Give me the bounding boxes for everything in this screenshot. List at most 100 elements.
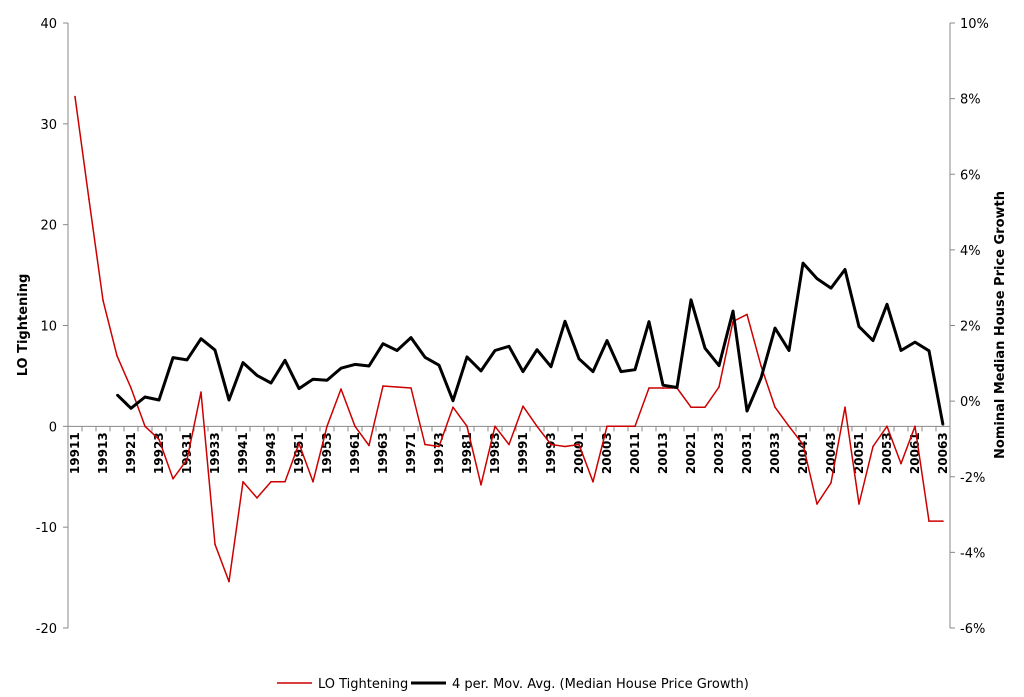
data-point-lo-tightening: [410, 387, 412, 389]
data-point-lo-tightening: [340, 388, 342, 390]
category-tick-label: 19943: [264, 432, 278, 474]
category-tick-label: 19913: [96, 432, 110, 474]
data-point-lo-tightening: [564, 445, 566, 448]
data-point-moving-average: [872, 339, 874, 342]
data-point-moving-average: [648, 320, 650, 323]
data-point-lo-tightening: [438, 445, 440, 448]
data-point-moving-average: [270, 382, 272, 384]
data-point-moving-average: [242, 361, 244, 364]
data-point-lo-tightening: [592, 480, 594, 483]
data-point-moving-average: [690, 298, 692, 301]
data-point-moving-average: [788, 349, 790, 352]
data-point-moving-average: [214, 349, 216, 351]
data-point-lo-tightening: [312, 480, 314, 483]
category-tick-label: 19981: [460, 432, 474, 474]
data-point-lo-tightening: [914, 425, 916, 428]
data-point-moving-average: [592, 370, 594, 373]
data-point-moving-average: [172, 356, 174, 359]
data-point-lo-tightening: [424, 443, 426, 446]
category-tick-label: 20011: [628, 432, 642, 474]
data-point-lo-tightening: [522, 405, 524, 407]
data-point-lo-tightening: [606, 425, 608, 428]
data-point-lo-tightening: [900, 462, 902, 465]
data-point-lo-tightening: [620, 425, 622, 428]
data-point-moving-average: [732, 310, 734, 312]
data-point-moving-average: [228, 399, 230, 401]
data-point-lo-tightening: [396, 386, 398, 388]
data-point-lo-tightening: [494, 425, 496, 428]
data-point-moving-average: [354, 363, 356, 366]
data-point-moving-average: [662, 384, 664, 387]
data-point-moving-average: [312, 378, 314, 380]
data-point-lo-tightening: [788, 425, 790, 428]
category-tick-label: 19941: [236, 432, 250, 474]
data-point-moving-average: [256, 374, 258, 377]
category-tick-label: 19983: [488, 432, 502, 474]
category-tick-label: 19973: [432, 432, 446, 474]
category-tick-label: 20063: [936, 432, 950, 474]
data-point-moving-average: [396, 349, 398, 352]
data-point-lo-tightening: [270, 480, 272, 483]
data-point-lo-tightening: [368, 444, 370, 447]
right-tick-label: 2%: [960, 320, 981, 335]
category-tick-label: 20003: [600, 432, 614, 474]
right-tick-label: 10%: [960, 17, 989, 32]
category-tick-label: 19923: [152, 432, 166, 474]
legend-label-lo-tightening: LO Tightening: [318, 677, 408, 692]
right-axis-title: Nominal Median House Price Growth: [993, 191, 1008, 459]
data-point-lo-tightening: [116, 354, 118, 357]
data-point-moving-average: [550, 365, 552, 368]
data-point-moving-average: [326, 379, 328, 382]
data-point-moving-average: [914, 341, 916, 343]
category-tick-label: 20053: [880, 432, 894, 474]
data-point-lo-tightening: [228, 580, 230, 583]
data-point-moving-average: [886, 303, 888, 306]
data-point-lo-tightening: [186, 458, 188, 461]
data-point-moving-average: [368, 365, 370, 367]
left-axis-ticks: -20 -10 0 10 20 30 40: [36, 17, 68, 637]
series-line-moving-average: [115, 261, 945, 426]
data-point-moving-average: [564, 320, 566, 323]
left-tick-label: 0: [49, 420, 57, 435]
data-point-lo-tightening: [102, 299, 104, 302]
data-point-moving-average: [844, 268, 846, 271]
category-tick-label: 19951: [292, 432, 306, 474]
right-tick-label: 6%: [960, 168, 981, 183]
data-point-lo-tightening: [74, 95, 76, 98]
category-tick-label: 19961: [348, 432, 362, 474]
data-point-moving-average: [578, 357, 580, 360]
data-point-moving-average: [676, 386, 678, 389]
data-point-moving-average: [704, 347, 706, 349]
right-tick-label: -4%: [960, 546, 985, 561]
data-point-lo-tightening: [858, 503, 860, 505]
data-point-moving-average: [900, 349, 902, 352]
data-point-lo-tightening: [816, 503, 818, 505]
data-point-moving-average: [200, 337, 202, 340]
category-tick-label: 20051: [852, 432, 866, 474]
category-tick-label: 19921: [124, 432, 138, 474]
left-tick-label: -20: [36, 622, 57, 637]
data-point-lo-tightening: [256, 497, 258, 499]
data-point-moving-average: [718, 364, 720, 367]
category-tick-label: 20001: [572, 432, 586, 474]
category-tick-label: 20013: [656, 432, 670, 474]
data-point-lo-tightening: [200, 391, 202, 393]
data-point-lo-tightening: [690, 406, 692, 408]
left-tick-label: 30: [40, 118, 57, 133]
data-point-lo-tightening: [144, 425, 146, 428]
data-point-moving-average: [410, 336, 412, 339]
category-tick-label: 20023: [712, 432, 726, 474]
data-point-moving-average: [382, 342, 384, 345]
data-point-moving-average: [634, 368, 636, 371]
series-line-lo-tightening: [74, 96, 943, 583]
data-point-moving-average: [942, 424, 944, 426]
data-point-lo-tightening: [746, 313, 748, 316]
category-tick-label: 19991: [516, 432, 530, 474]
right-tick-label: -2%: [960, 471, 985, 486]
data-point-lo-tightening: [928, 520, 930, 522]
data-point-lo-tightening: [480, 484, 482, 486]
data-point-moving-average: [858, 325, 860, 328]
data-point-lo-tightening: [130, 387, 132, 389]
data-point-lo-tightening: [466, 425, 468, 428]
